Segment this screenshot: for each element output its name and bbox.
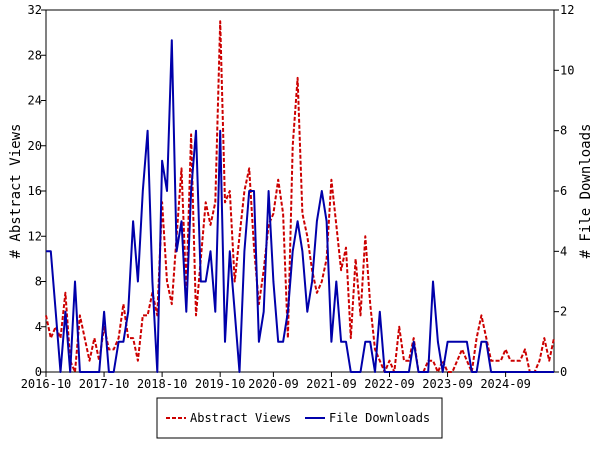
y-left-tick-label: 8: [35, 275, 42, 289]
y-right-axis-title: # File Downloads: [578, 124, 594, 259]
y-right-tick-label: 4: [560, 244, 567, 258]
legend: Abstract Views File Downloads: [156, 397, 443, 439]
series-line-abstract-views: [45, 20, 555, 373]
y-left-tick-label: 24: [28, 94, 42, 108]
y-right-tick-label: 8: [560, 124, 567, 138]
x-tick-label: 2022-09: [364, 377, 415, 391]
y-right-tick-label: 0: [560, 365, 567, 379]
y-left-axis-title: # Abstract Views: [8, 124, 24, 259]
y-right-tick-label: 2: [560, 305, 567, 319]
x-tick-label: 2016-10: [21, 377, 72, 391]
x-tick-label: 2019-10: [195, 377, 246, 391]
y-right-tick-label: 6: [560, 184, 567, 198]
y-left-tick-label: 32: [28, 3, 42, 17]
y-left-tick-label: 16: [28, 184, 42, 198]
y-left-tick-label: 0: [35, 365, 42, 379]
y-left-tick-label: 4: [35, 320, 42, 334]
y-left-tick-label: 20: [28, 139, 42, 153]
series-layer: [45, 20, 555, 373]
x-tick-label: 2017-10: [79, 377, 130, 391]
legend-label-abstract-views: Abstract Views: [190, 411, 291, 425]
y-right-tick-label: 10: [560, 63, 574, 77]
legend-label-file-downloads: File Downloads: [329, 411, 430, 425]
y-left-tick-label: 12: [28, 229, 42, 243]
y-left-tick-label: 28: [28, 48, 42, 62]
x-tick-label: 2021-09: [306, 377, 357, 391]
x-tick-label: 2020-09: [248, 377, 299, 391]
x-tick-label: 2023-09: [422, 377, 473, 391]
x-tick-label: 2018-10: [137, 377, 188, 391]
series-line-file-downloads: [46, 39, 554, 373]
x-tick-label: 2024-09: [480, 377, 531, 391]
legend-box: [156, 397, 443, 439]
y-right-tick-label: 12: [560, 3, 574, 17]
plot-area: [45, 9, 555, 373]
